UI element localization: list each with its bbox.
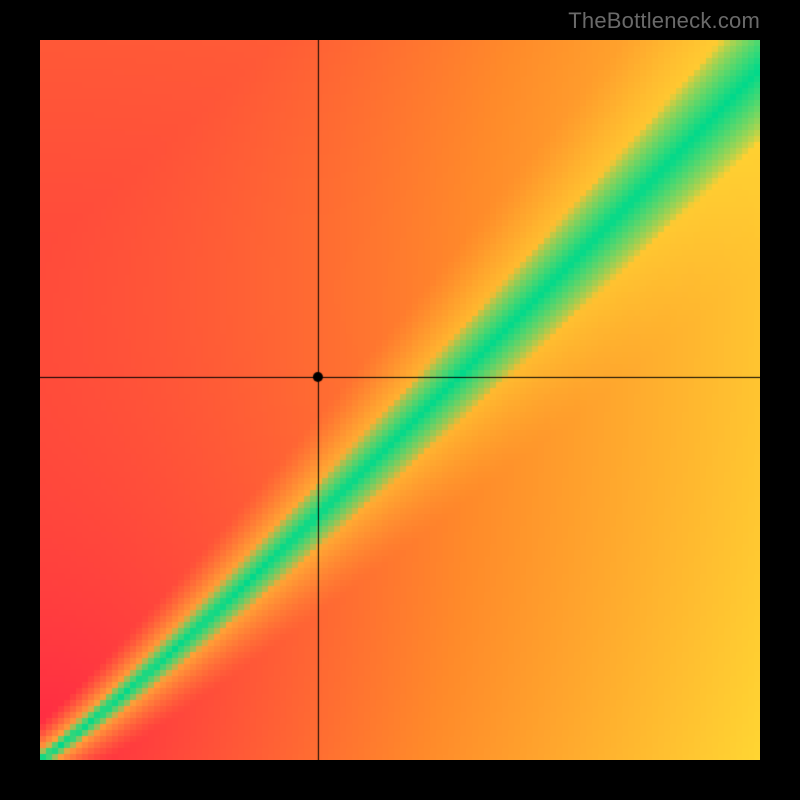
chart-container: TheBottleneck.com (0, 0, 800, 800)
heatmap-canvas (40, 40, 760, 760)
watermark-text: TheBottleneck.com (568, 8, 760, 34)
